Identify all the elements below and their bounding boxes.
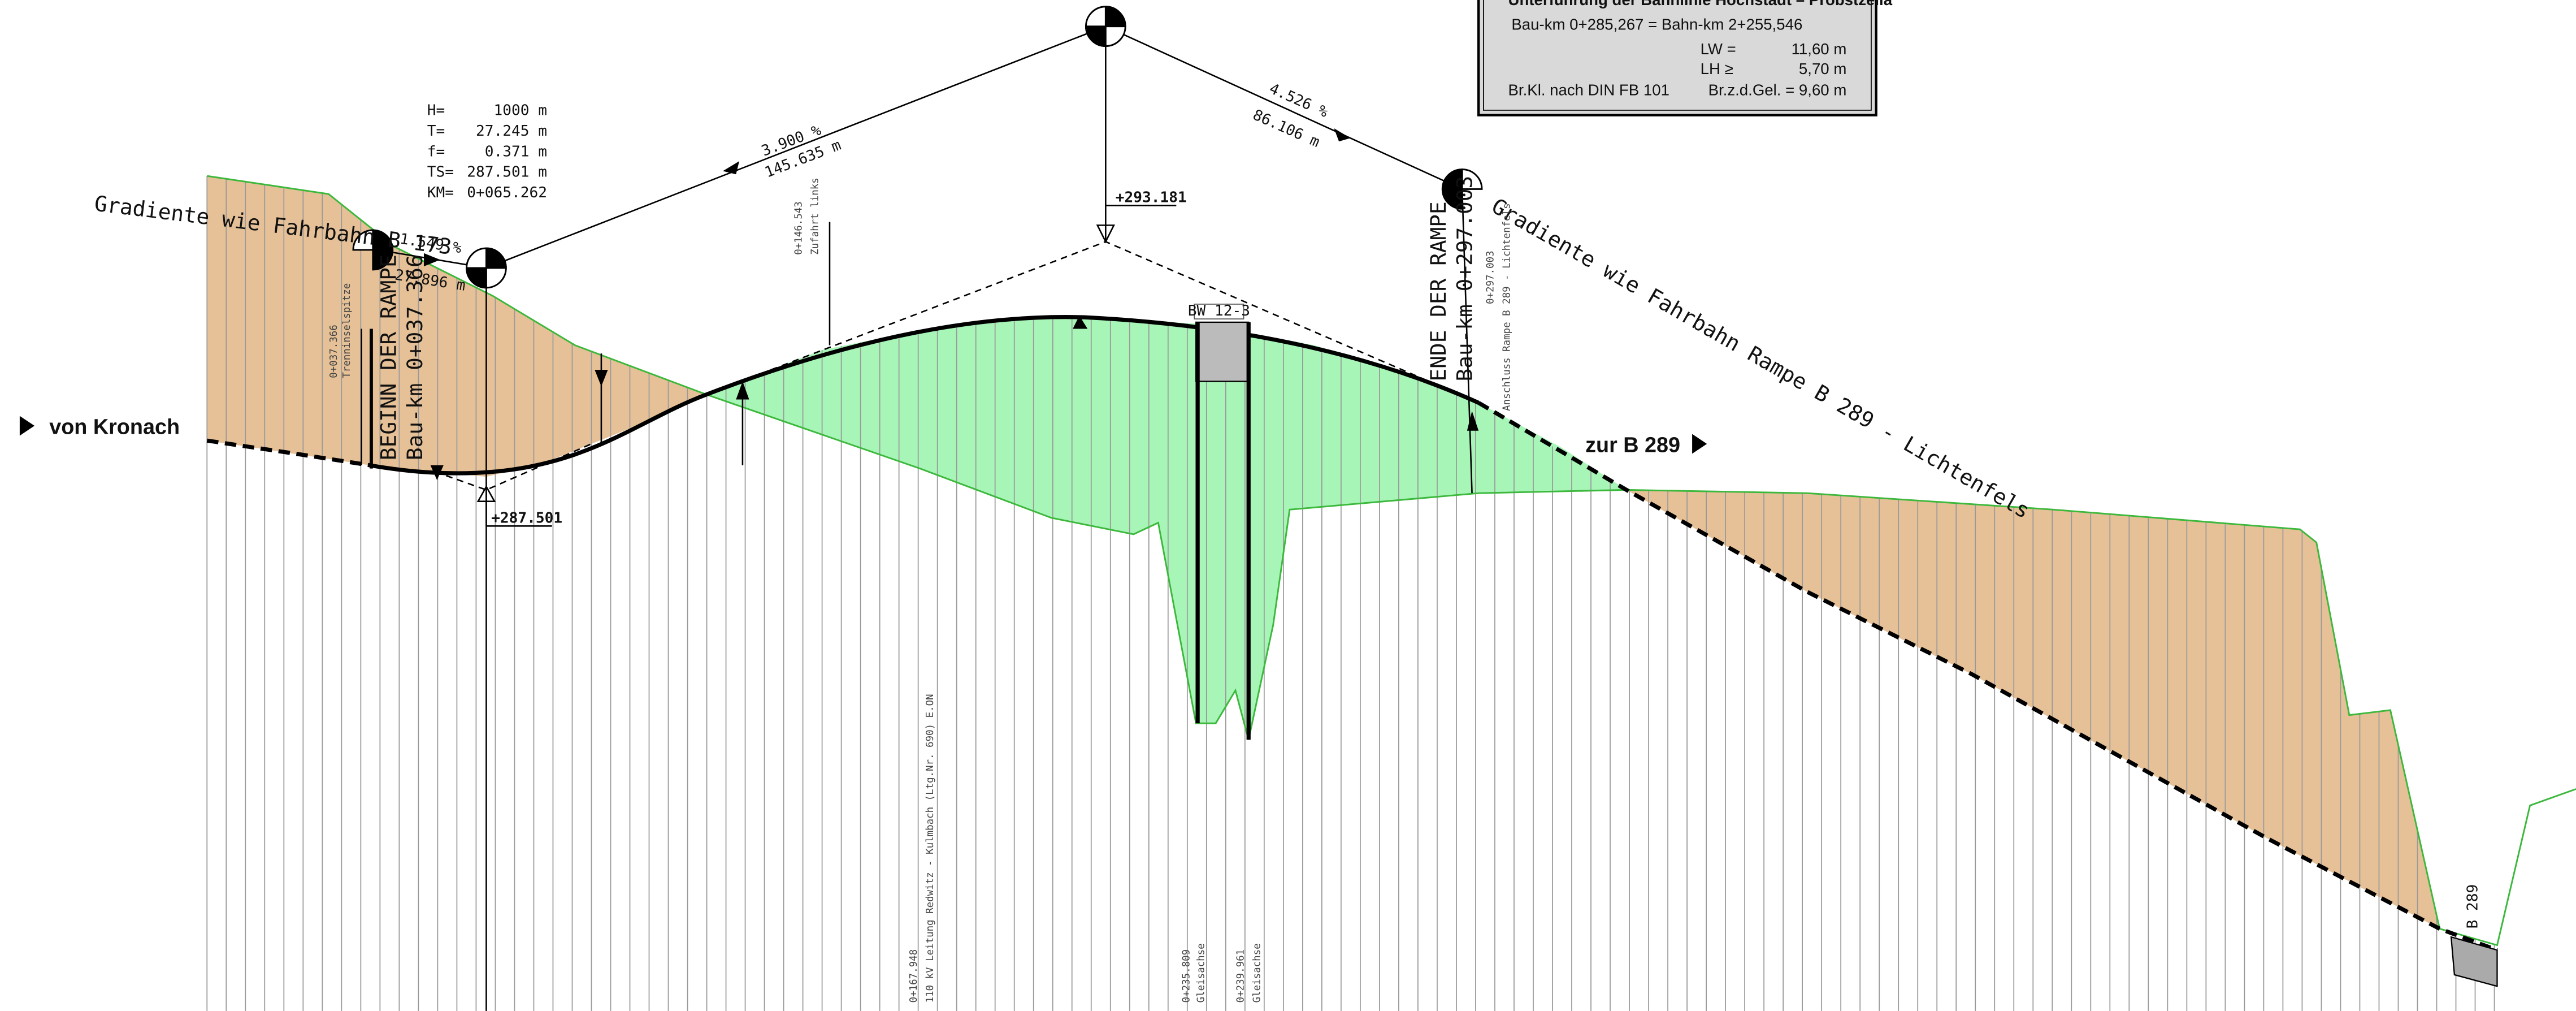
structure-label: BW 12-3 xyxy=(1188,303,1250,319)
station-km: 0+297.003 xyxy=(1485,250,1496,304)
elevation: +293.181 xyxy=(1116,189,1187,206)
station-note: 110 kV Leitung Redwitz - Kulmbach (Ltg.N… xyxy=(925,694,936,1003)
gradient-line xyxy=(369,315,1480,476)
sag-marker xyxy=(476,485,496,503)
box-label: LH ≥ xyxy=(1701,60,1733,77)
station-note: Trenninselspitze xyxy=(341,283,353,378)
station-km: 0+239.961 xyxy=(1235,949,1247,1003)
cut-area xyxy=(1626,490,2440,929)
param-label: T= xyxy=(427,123,445,140)
direction-from: von Kronach xyxy=(49,416,180,439)
b289-section xyxy=(2450,936,2498,987)
fill-area xyxy=(706,317,1627,740)
box-label: Br.Kl. nach DIN FB 101 xyxy=(1508,81,1669,99)
direction-to: zur B 289 xyxy=(1585,434,1680,457)
box-line: Bau-km 0+285,267 = Bahn-km 2+255,546 xyxy=(1511,15,1802,33)
param-value: 0+065.262 xyxy=(467,184,547,201)
start-km: Bau-km 0+037.366 xyxy=(402,254,427,460)
station-note: Zufahrt links xyxy=(810,178,821,254)
param-value: 287.501 m xyxy=(467,164,547,181)
param-label: KM= xyxy=(427,184,454,201)
param-label: H= xyxy=(427,102,445,119)
arrow-icon xyxy=(1692,434,1707,454)
station-km: 0+167.948 xyxy=(908,949,920,1003)
station-note: Gleisachse xyxy=(1252,943,1263,1003)
station-note: Anschluss Rampe B 289 - Lichtenfels xyxy=(1501,203,1512,411)
end-title: ENDE DER RAMPE xyxy=(1426,201,1451,381)
station-km: 0+037.366 xyxy=(328,325,340,378)
param-value: 0.371 m xyxy=(485,143,547,160)
gradient-dashed xyxy=(1477,401,2498,952)
station-lines xyxy=(206,176,2495,1011)
tangent-polygon xyxy=(361,25,1479,1011)
terrain-line xyxy=(207,175,2576,947)
param-label: f= xyxy=(427,143,445,160)
param-value: 27.245 m xyxy=(476,123,547,140)
curve-parameters: H= 1000 m T= 27.245 m f= 0.371 m TS= 287.501 m K… xyxy=(427,102,547,201)
elevation: +287.501 xyxy=(491,510,562,527)
road-label: B 289 xyxy=(2465,884,2482,929)
station-km: 0+235.809 xyxy=(1181,949,1192,1003)
tangent xyxy=(1105,25,1463,190)
crest-marker xyxy=(1096,224,1115,244)
param-value: 1000 m xyxy=(494,102,547,119)
box-value: 5,70 m xyxy=(1799,60,1846,77)
structure-tag xyxy=(1194,304,1244,319)
arrowheads xyxy=(423,128,1479,480)
vertical-tangent xyxy=(435,443,592,491)
info-box-inner xyxy=(1483,0,1872,111)
tangent xyxy=(485,25,1106,269)
start-title: BEGINN DER RAMPE xyxy=(376,254,401,460)
end-km: Bau-km 0+297.003 xyxy=(1452,176,1477,382)
box-value: 11,60 m xyxy=(1792,40,1847,58)
station-note: Gleisachse xyxy=(1196,943,1207,1003)
structure-gate xyxy=(1195,321,1250,382)
box-value: Br.z.d.Gel. = 9,60 m xyxy=(1708,81,1847,99)
station-texts: 0+037.366 Trenninselspitze 0+146.543 Zufahr… xyxy=(328,178,1513,1003)
station-km: 0+146.543 xyxy=(793,201,805,254)
arrow-icon xyxy=(19,416,35,436)
box-label: LW = xyxy=(1701,40,1736,58)
param-label: TS= xyxy=(427,164,454,181)
station-marker xyxy=(1461,189,1473,494)
cut-fill-areas xyxy=(207,176,2440,929)
grade-points xyxy=(352,6,1483,289)
box-title: Unterführung der Bahnlinie Hochstadt – P… xyxy=(1508,0,1893,8)
info-box xyxy=(1477,0,1877,116)
